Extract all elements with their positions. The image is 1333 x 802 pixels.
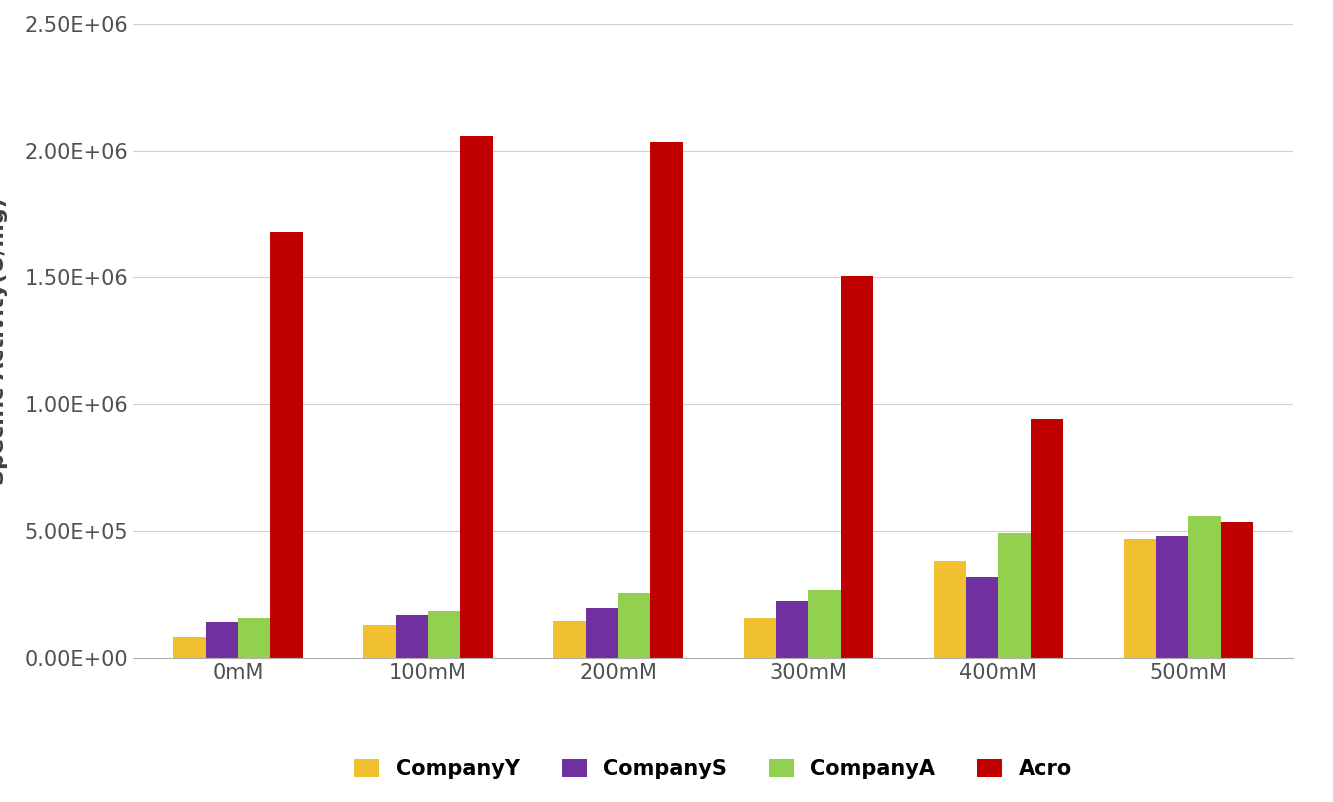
- Bar: [966, 577, 998, 658]
- Bar: [619, 593, 651, 658]
- Bar: [651, 142, 682, 658]
- Bar: [1189, 516, 1221, 658]
- Bar: [1221, 522, 1253, 658]
- Bar: [998, 533, 1030, 658]
- Bar: [808, 590, 841, 658]
- Bar: [744, 618, 776, 658]
- Bar: [585, 608, 619, 658]
- Bar: [173, 638, 205, 658]
- Bar: [271, 232, 303, 658]
- Bar: [428, 611, 460, 658]
- Y-axis label: Specific Activity(U/mg): Specific Activity(U/mg): [0, 197, 8, 484]
- Bar: [1156, 536, 1189, 658]
- Bar: [364, 625, 396, 658]
- Bar: [553, 621, 585, 658]
- Bar: [933, 561, 966, 658]
- Bar: [1030, 419, 1062, 658]
- Bar: [1124, 538, 1156, 658]
- Bar: [237, 618, 271, 658]
- Bar: [460, 136, 493, 658]
- Bar: [841, 276, 873, 658]
- Bar: [396, 614, 428, 658]
- Legend: CompanyY, CompanyS, CompanyA, Acro: CompanyY, CompanyS, CompanyA, Acro: [347, 751, 1080, 788]
- Bar: [205, 622, 237, 658]
- Bar: [776, 601, 808, 658]
